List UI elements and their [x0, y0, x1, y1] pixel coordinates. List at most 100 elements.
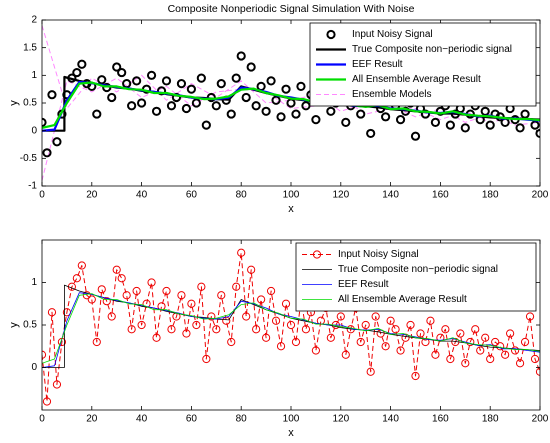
data-point — [231, 73, 241, 83]
data-point — [92, 109, 102, 119]
data-point — [510, 346, 520, 355]
data-point — [410, 131, 421, 141]
data-point — [386, 316, 395, 325]
data-point — [151, 106, 162, 116]
data-point — [261, 106, 271, 116]
data-point — [361, 320, 370, 330]
legend-box — [295, 242, 537, 312]
y-tick-label: 1.5 — [23, 42, 37, 53]
data-point — [122, 291, 131, 300]
data-point — [47, 308, 57, 317]
data-point — [97, 285, 106, 294]
data-point — [146, 70, 157, 80]
x-tick-label: 80 — [236, 190, 248, 201]
y-tick-label: 0 — [31, 125, 37, 136]
data-point — [426, 316, 435, 325]
data-point — [162, 286, 171, 296]
data-point — [237, 248, 246, 257]
legend-label: All Ensemble Average Result — [352, 74, 481, 85]
x-tick-label: 20 — [86, 414, 98, 425]
data-point — [177, 291, 186, 300]
data-point — [212, 325, 221, 334]
x-tick-label: 120 — [332, 190, 349, 201]
ensemble-line — [42, 77, 540, 181]
data-point — [336, 312, 345, 321]
legend-label: EEF Result — [352, 59, 403, 70]
y-tick-label: -1 — [28, 181, 37, 192]
data-point — [92, 337, 101, 347]
data-point — [301, 101, 311, 111]
x-tick-label: 40 — [136, 414, 148, 425]
y-tick-label: 1 — [31, 277, 37, 288]
data-point — [266, 76, 276, 86]
data-point — [515, 359, 525, 368]
data-point — [262, 333, 271, 342]
data-point — [481, 333, 490, 342]
x-tick-label: 100 — [283, 414, 300, 425]
data-point — [147, 278, 156, 287]
data-point — [72, 274, 81, 283]
legend-label: EEF Result — [338, 279, 389, 290]
data-point — [356, 337, 365, 347]
data-point — [431, 350, 440, 359]
x-tick-label: 60 — [186, 190, 198, 201]
data-point — [446, 354, 455, 364]
data-point — [217, 291, 226, 300]
data-point — [202, 354, 211, 364]
data-point — [326, 333, 335, 342]
data-point — [132, 286, 141, 296]
data-point — [236, 51, 246, 61]
data-point — [47, 90, 57, 100]
legend-box — [309, 22, 537, 107]
data-point — [271, 95, 281, 105]
data-point — [525, 312, 535, 321]
y-tick-label: 0.5 — [23, 98, 37, 109]
data-point — [271, 316, 281, 325]
data-point — [211, 101, 221, 111]
x-tick-label: 180 — [482, 190, 499, 201]
data-point — [496, 342, 505, 351]
data-point — [276, 342, 286, 351]
data-point — [127, 101, 137, 111]
y-tick-label: 0 — [31, 362, 37, 373]
data-point — [291, 337, 301, 347]
data-point — [52, 137, 62, 147]
data-point — [411, 371, 420, 381]
data-point — [381, 342, 390, 351]
data-point — [356, 109, 366, 119]
data-point — [226, 109, 236, 119]
data-point — [535, 367, 540, 376]
data-point — [102, 297, 111, 306]
legend-marker — [312, 250, 322, 259]
plot-area — [42, 25, 540, 181]
legend-label: True Composite non−periodic signal — [338, 264, 498, 275]
data-point — [52, 380, 62, 389]
x-tick-label: 100 — [283, 190, 300, 201]
y-tick-label: -0.5 — [20, 153, 38, 164]
data-point — [341, 350, 350, 359]
data-point — [107, 312, 116, 321]
series-line — [42, 252, 540, 402]
data-point — [216, 79, 226, 89]
data-point — [112, 265, 121, 274]
data-point — [191, 98, 201, 108]
x-tick-label: 60 — [186, 414, 198, 425]
data-point — [112, 62, 122, 72]
data-point — [396, 346, 405, 355]
data-point — [435, 106, 445, 116]
data-point — [286, 320, 296, 330]
data-point — [251, 101, 261, 111]
data-point — [137, 320, 146, 330]
data-point — [117, 274, 126, 283]
y-tick-label: 0.5 — [23, 320, 37, 331]
data-point — [311, 346, 320, 355]
data-point — [441, 325, 450, 334]
data-point — [341, 117, 351, 127]
data-point — [520, 109, 530, 119]
y-tick-label: 2 — [31, 15, 37, 26]
data-point — [181, 103, 192, 114]
data-point — [311, 115, 321, 125]
data-point — [42, 397, 52, 406]
data-point — [176, 79, 187, 89]
